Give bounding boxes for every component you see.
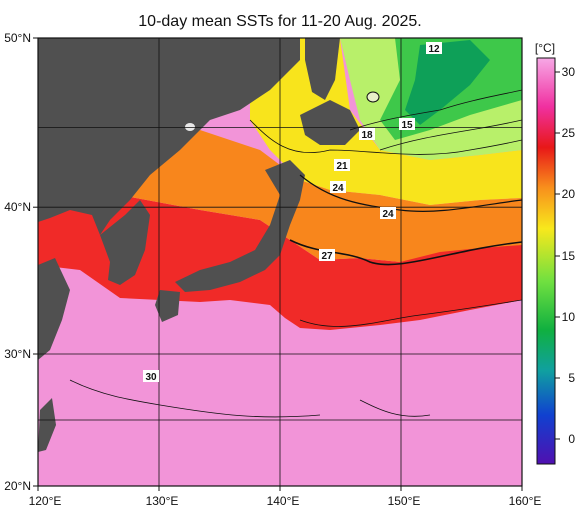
axis-ticks: [33, 37, 523, 491]
contour-label: 24: [332, 183, 344, 194]
contour-label: 21: [336, 161, 348, 172]
lon-label-130e: 130°E: [146, 494, 179, 508]
lon-label-160e: 160°E: [509, 494, 542, 508]
colorbar-ticks: [555, 71, 560, 440]
map-title: 10-day mean SSTs for 11-20 Aug. 2025.: [138, 13, 421, 30]
lake-patch: [185, 123, 195, 131]
contour-label: 30: [145, 372, 157, 383]
colorbar-gradient: [536, 57, 556, 465]
colorbar-unit: [°C]: [535, 41, 555, 55]
lat-label-50n: 50°N: [4, 31, 31, 45]
china-coast: [38, 258, 70, 360]
japan-hokkaido: [300, 100, 360, 145]
lat-label-30n: 30°N: [4, 347, 31, 361]
sst-field: 12 15 18 21 24 24 27 30: [38, 38, 522, 486]
korean-peninsula: [100, 200, 150, 285]
eddy-ring: [366, 91, 380, 103]
japan-honshu: [175, 160, 305, 292]
lon-label-120e: 120°E: [29, 494, 62, 508]
cold-water-patch: [405, 40, 490, 125]
colorbar-tick-label: 0: [568, 432, 575, 446]
contour-label: 12: [428, 44, 440, 55]
lat-lon-grid: [38, 38, 522, 486]
contour-label-group: 12 15 18 21 24 24 27 30: [143, 42, 442, 383]
colorbar-tick-label: 20: [562, 187, 576, 201]
colorbar-tick-label: 25: [562, 126, 576, 140]
contour-label: 18: [361, 130, 373, 141]
colorbar-tick-label: 10: [562, 310, 576, 324]
lat-label-40n: 40°N: [4, 200, 31, 214]
land-mass-asia: [38, 38, 300, 235]
colorbar-tick-label: 30: [562, 65, 576, 79]
lon-label-150e: 150°E: [388, 494, 421, 508]
japan-kyushu: [155, 290, 180, 322]
colorbar: [°C] 30 25 20 15 10 5 0: [535, 41, 576, 465]
taiwan: [38, 398, 56, 452]
colorbar-tick-label: 5: [568, 371, 575, 385]
colorbar-tick-label: 15: [562, 249, 576, 263]
lon-label-140e: 140°E: [267, 494, 300, 508]
contour-label: 27: [321, 251, 333, 262]
isotherm-contours: [69, 89, 522, 418]
sakhalin-and-kurils: [305, 38, 340, 100]
contour-label: 24: [382, 209, 394, 220]
contour-label: 15: [401, 120, 413, 131]
lat-label-20n: 20°N: [4, 479, 31, 493]
